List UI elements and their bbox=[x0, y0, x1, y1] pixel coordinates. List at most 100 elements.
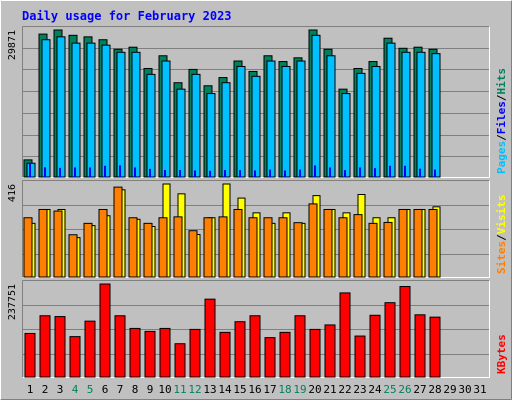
bar-kbytes-day-13 bbox=[204, 298, 216, 378]
x-tick-label-day-4: 4 bbox=[72, 383, 79, 396]
bar-sites-day-19 bbox=[293, 222, 303, 278]
bar-sites-day-3 bbox=[53, 210, 63, 278]
bar-kbytes-day-20 bbox=[309, 328, 321, 378]
bar-pages-day-13 bbox=[209, 170, 211, 177]
legend-entry-files: Files bbox=[495, 101, 508, 134]
x-tick-label-day-29: 29 bbox=[443, 383, 456, 396]
panel-kbytes: KBytes 237751 bbox=[7, 280, 508, 378]
y-max-label: 237751 bbox=[7, 284, 18, 320]
y-max-label: 29871 bbox=[7, 30, 18, 60]
bar-kbytes-day-9 bbox=[144, 330, 156, 378]
bar-sites-day-26 bbox=[398, 208, 408, 278]
x-tick-label-day-20: 20 bbox=[308, 383, 321, 396]
bar-pages-day-6 bbox=[104, 165, 106, 177]
bar-kbytes-day-28 bbox=[429, 316, 441, 378]
bar-pages-day-5 bbox=[89, 167, 91, 177]
x-tick-label-day-15: 15 bbox=[233, 383, 246, 396]
bar-files-day-17 bbox=[266, 60, 276, 178]
bar-files-day-14 bbox=[221, 82, 231, 178]
bar-kbytes-day-10 bbox=[159, 327, 171, 378]
chart-panels: Pages/Files/Hits29871Sites/Visits416KByt… bbox=[7, 26, 508, 378]
bar-pages-day-11 bbox=[179, 170, 181, 177]
bar-pages-day-24 bbox=[374, 168, 376, 177]
bar-files-day-26 bbox=[401, 51, 411, 178]
bar-sites-day-13 bbox=[203, 217, 213, 278]
x-tick-label-day-23: 23 bbox=[353, 383, 366, 396]
bar-kbytes-day-17 bbox=[264, 337, 276, 378]
bar-files-day-27 bbox=[416, 51, 426, 178]
bar-files-day-9 bbox=[146, 73, 156, 178]
bar-pages-day-15 bbox=[239, 170, 241, 177]
bar-pages-day-8 bbox=[134, 167, 136, 177]
bar-files-day-24 bbox=[371, 65, 381, 178]
bar-files-day-12 bbox=[191, 73, 201, 178]
x-tick-label-day-9: 9 bbox=[147, 383, 154, 396]
legend-separator: / bbox=[495, 234, 508, 241]
bar-pages-day-2 bbox=[44, 167, 46, 177]
bar-pages-day-4 bbox=[74, 167, 76, 177]
bar-sites-day-1 bbox=[23, 217, 33, 278]
panel-hits: Pages/Files/Hits 29871 bbox=[7, 26, 508, 178]
bar-files-day-5 bbox=[86, 42, 96, 178]
bar-sites-day-21 bbox=[323, 208, 333, 278]
bar-pages-day-21 bbox=[329, 167, 331, 177]
chart-title: Daily usage for February 2023 bbox=[22, 9, 232, 23]
y-max-label: 416 bbox=[7, 184, 18, 202]
x-tick-label-day-12: 12 bbox=[188, 383, 201, 396]
bar-kbytes-day-23 bbox=[354, 335, 366, 378]
bar-pages-day-22 bbox=[344, 170, 346, 177]
x-tick-label-day-2: 2 bbox=[42, 383, 49, 396]
bar-sites-day-6 bbox=[98, 208, 108, 278]
bar-files-day-7 bbox=[116, 51, 126, 178]
x-tick-label-day-8: 8 bbox=[132, 383, 139, 396]
x-tick-label-day-3: 3 bbox=[57, 383, 64, 396]
bar-sites-day-25 bbox=[383, 221, 393, 278]
bar-files-day-6 bbox=[101, 44, 111, 178]
bar-files-day-10 bbox=[161, 60, 171, 178]
bar-sites-day-2 bbox=[38, 208, 48, 278]
legend-entry-kbytes: KBytes bbox=[495, 334, 508, 374]
legend: Pages/Files/Hits bbox=[495, 68, 508, 174]
x-tick-label-day-11: 11 bbox=[173, 383, 186, 396]
bar-sites-day-5 bbox=[83, 222, 93, 278]
bar-kbytes-day-15 bbox=[234, 321, 246, 378]
bar-files-day-18 bbox=[281, 65, 291, 178]
bar-pages-day-19 bbox=[299, 169, 301, 177]
bar-sites-day-16 bbox=[248, 217, 258, 278]
bar-pages-day-3 bbox=[59, 167, 61, 177]
bar-pages-day-28 bbox=[434, 169, 436, 177]
x-tick-label-day-17: 17 bbox=[263, 383, 276, 396]
x-axis-day-labels: 1 2 3 4 5 6 7 8 9 10 11 12 13 14 15 16 17 18 19 20 21 22 23 24 2… bbox=[27, 383, 487, 396]
bar-pages-day-17 bbox=[269, 169, 271, 177]
bar-files-day-11 bbox=[176, 88, 186, 178]
bar-files-day-25 bbox=[386, 42, 396, 178]
bar-kbytes-day-7 bbox=[114, 315, 126, 378]
bar-sites-day-14 bbox=[218, 216, 228, 278]
x-tick-label-day-1: 1 bbox=[27, 383, 34, 396]
bar-pages-day-12 bbox=[194, 170, 196, 177]
panel-visits: Sites/Visits 416 bbox=[7, 180, 508, 278]
bar-sites-day-8 bbox=[128, 217, 138, 278]
legend-separator: / bbox=[495, 94, 508, 101]
bar-kbytes-day-26 bbox=[399, 285, 411, 378]
bar-files-day-4 bbox=[71, 42, 81, 178]
bar-files-day-21 bbox=[326, 55, 336, 178]
bar-sites-day-24 bbox=[368, 222, 378, 278]
bar-pages-day-27 bbox=[419, 168, 421, 177]
bar-pages-day-9 bbox=[149, 168, 151, 177]
x-tick-label-day-5: 5 bbox=[87, 383, 94, 396]
bar-files-day-2 bbox=[41, 39, 51, 178]
bar-files-day-23 bbox=[356, 72, 366, 178]
bar-kbytes-day-27 bbox=[414, 314, 426, 378]
bar-files-day-20 bbox=[311, 34, 321, 178]
bar-sites-day-12 bbox=[188, 230, 198, 278]
bar-sites-day-27 bbox=[413, 208, 423, 278]
x-tick-label-day-30: 30 bbox=[458, 383, 471, 396]
x-tick-label-day-18: 18 bbox=[278, 383, 291, 396]
bar-files-day-16 bbox=[251, 75, 261, 178]
legend-entry-hits: Hits bbox=[495, 68, 508, 95]
bar-pages-day-1 bbox=[29, 163, 31, 177]
x-tick-label-day-28: 28 bbox=[428, 383, 441, 396]
bar-kbytes-day-1 bbox=[24, 332, 36, 378]
